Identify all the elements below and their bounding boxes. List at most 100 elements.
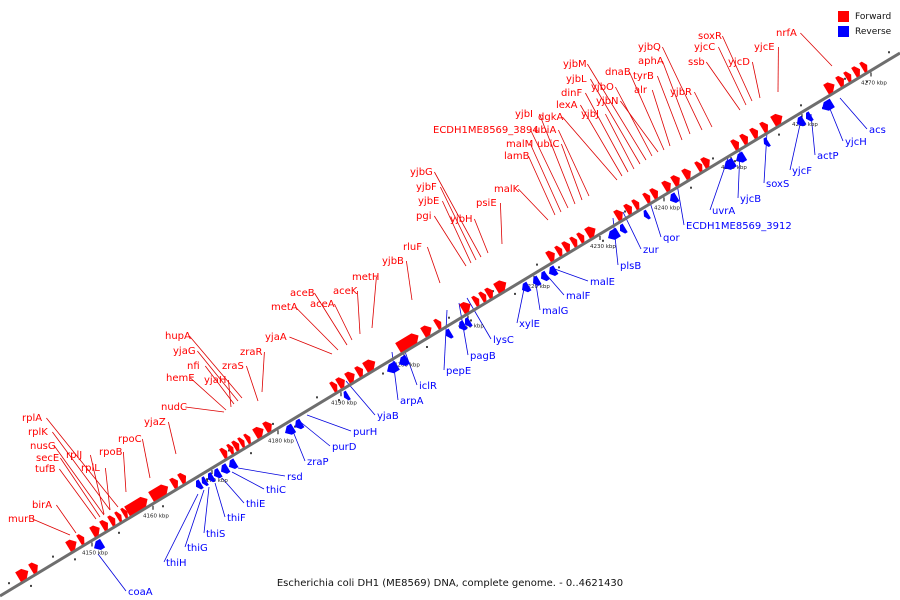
forward-gene-label: nfi [187, 361, 200, 372]
forward-gene-label: ECDH1ME8569_3894 [433, 125, 539, 136]
backbone-dot [118, 531, 120, 534]
forward-leader-line [334, 303, 353, 341]
backbone-dot [536, 263, 538, 266]
forward-leader-line [558, 129, 590, 197]
forward-gene-arrow [252, 426, 264, 439]
forward-gene-arrow [124, 496, 148, 517]
forward-leader-line [442, 200, 472, 264]
forward-gene-label: psiE [476, 198, 497, 209]
forward-leader-line [59, 468, 97, 520]
reverse-gene-label: pepE [446, 366, 471, 377]
backbone-dot [52, 555, 54, 558]
forward-leader-line [427, 246, 441, 284]
backbone-dot [294, 425, 296, 428]
forward-gene-label: lexA [556, 100, 578, 111]
forward-gene-label: aceK [333, 286, 358, 297]
forward-leader-line [90, 454, 105, 515]
forward-gene-label: dgkA [538, 112, 563, 123]
forward-gene-arrow [262, 421, 272, 433]
forward-gene-arrow [99, 519, 108, 532]
forward-gene-label: yjaZ [144, 417, 166, 428]
forward-gene-arrow [329, 381, 338, 393]
reverse-gene-label: zraP [307, 457, 329, 468]
forward-gene-label: yjcD [728, 57, 750, 68]
forward-gene-arrow [114, 511, 122, 523]
reverse-gene-label: purD [332, 442, 357, 453]
scale-tick-label: 4160 kbp [143, 514, 169, 520]
reverse-gene-label: malF [566, 291, 591, 302]
forward-gene-label: nudC [161, 402, 187, 413]
forward-leader-line [474, 218, 489, 254]
forward-leader-line [357, 290, 361, 335]
forward-gene-arrow [169, 477, 178, 489]
forward-gene-label: rplJ [66, 450, 82, 461]
reverse-gene-label: pagB [470, 351, 496, 362]
forward-gene-label: pgi [416, 211, 431, 222]
forward-gene-arrow [335, 377, 345, 389]
forward-gene-label: yjbH [450, 214, 473, 225]
forward-gene-arrow [681, 168, 691, 181]
backbone-dot [624, 210, 626, 213]
scale-tick-label: 4150 kbp [82, 550, 108, 556]
forward-leader-line [190, 377, 227, 411]
forward-gene-arrow [433, 318, 442, 330]
forward-gene-arrow [420, 325, 432, 338]
reverse-gene-label: coaA [128, 587, 153, 598]
forward-leader-line [662, 60, 691, 135]
reverse-leader-line [214, 482, 226, 518]
forward-leader-line [197, 350, 239, 402]
forward-gene-arrow [642, 192, 651, 204]
reverse-leader-line [827, 103, 844, 142]
reverse-gene-arrow [522, 281, 532, 293]
reverse-gene-arrow [459, 320, 468, 331]
reverse-leader-line [306, 414, 352, 432]
forward-gene-label: tufB [35, 464, 56, 475]
forward-leader-line [580, 104, 623, 177]
reverse-gene-arrow [724, 157, 737, 170]
backbone-dot [206, 478, 208, 481]
reverse-leader-line [345, 380, 376, 416]
legend-item-forward: Forward [838, 9, 891, 24]
reverse-gene-arrow [643, 209, 651, 220]
forward-gene-label: dinF [561, 88, 582, 99]
reverse-gene-label: iclR [419, 381, 437, 392]
forward-leader-line [585, 92, 629, 173]
forward-leader-line [142, 438, 151, 479]
reverse-gene-label: lysC [493, 335, 514, 346]
reverse-gene-arrow [195, 479, 204, 490]
forward-gene-arrow [177, 472, 186, 485]
legend-reverse-label: Reverse [855, 26, 892, 37]
reverse-leader-line [97, 553, 127, 592]
forward-gene-arrow [15, 568, 29, 582]
backbone-dot [712, 157, 714, 160]
forward-gene-label: yjbG [410, 167, 433, 178]
forward-gene-label: ubiC [537, 139, 559, 150]
reverse-leader-line [789, 119, 802, 171]
forward-leader-line [530, 143, 562, 213]
forward-leader-line [561, 143, 583, 201]
forward-gene-arrow [471, 295, 480, 307]
forward-gene-arrow [835, 75, 844, 88]
scale-tick-label: 4190 kbp [331, 400, 357, 406]
forward-leader-line [651, 89, 671, 147]
scale-ticks: 4150 kbp 4160 kbp 4170 kbp 4180 kbp 4190 kbp… [82, 72, 887, 556]
forward-leader-line [500, 202, 503, 245]
forward-gene-label: rpoC [118, 434, 142, 445]
forward-gene-label: tyrB [633, 71, 654, 82]
forward-leader-line [562, 116, 618, 181]
forward-leader-line [662, 46, 703, 131]
forward-gene-label: aphA [638, 56, 664, 67]
forward-leader-line [295, 306, 339, 351]
forward-leader-line [204, 365, 235, 405]
forward-gene-label: ssb [688, 57, 705, 68]
forward-swatch [838, 11, 849, 22]
reverse-gene-arrow [214, 467, 223, 479]
forward-gene-label: yjcE [754, 42, 775, 53]
forward-gene-label: zraS [222, 361, 244, 372]
forward-gene-arrow [623, 203, 632, 216]
forward-gene-arrow [759, 121, 768, 133]
forward-gene-label: zraR [240, 347, 262, 358]
forward-gene-label: yjbN [596, 96, 619, 107]
reverse-gene-label: actP [817, 151, 839, 162]
forward-gene-arrow [493, 280, 507, 294]
